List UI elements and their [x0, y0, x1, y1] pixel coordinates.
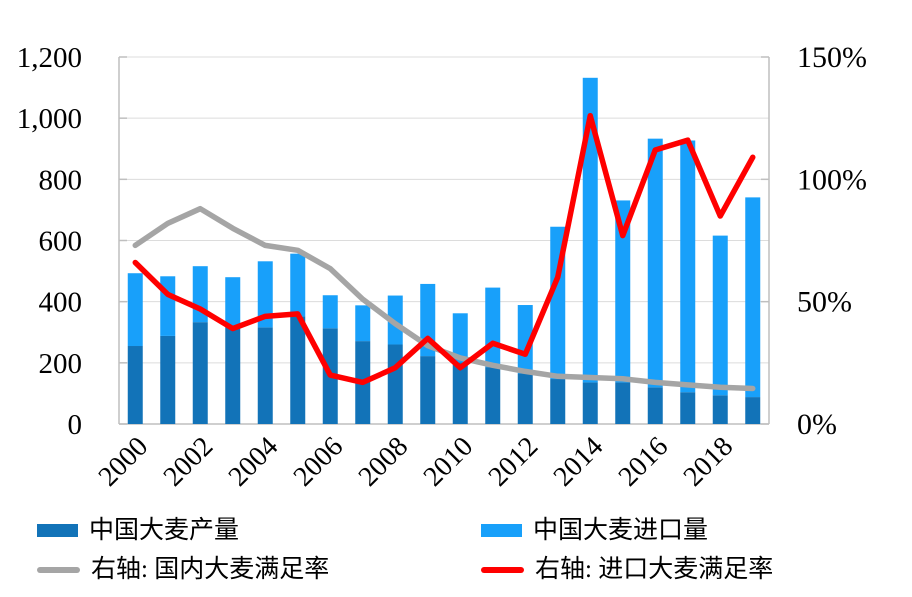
production-bar — [160, 335, 176, 424]
right-axis-tick-label: 0% — [797, 408, 837, 441]
x-axis-tick-label: 2006 — [288, 431, 350, 493]
legend-item-domestic-rate: 右轴: 国内大麦满足率 — [37, 557, 329, 582]
left-axis-tick-label: 800 — [39, 164, 83, 196]
imports-bar — [355, 305, 371, 342]
import-rate-swatch — [481, 566, 524, 573]
imports-bar — [615, 200, 631, 383]
imports-bar — [387, 295, 403, 345]
legend-item-production: 中国大麦产量 — [37, 518, 239, 543]
imports-bar — [257, 261, 273, 328]
x-axis-tick-label: 2016 — [613, 431, 675, 493]
production-bar — [582, 382, 598, 424]
imports-bar — [712, 235, 728, 396]
production-bar — [745, 397, 761, 424]
legend-item-imports: 中国大麦进口量 — [481, 518, 708, 543]
production-bar — [192, 322, 208, 424]
right-axis-tick-label: 100% — [797, 163, 867, 196]
import-rate-line — [132, 112, 756, 386]
production-bar — [615, 382, 631, 424]
imports-bar — [485, 287, 501, 368]
production-bar — [517, 373, 533, 424]
imports-bar — [517, 305, 533, 374]
imports-bar — [127, 273, 143, 347]
imports-bar — [160, 276, 176, 336]
imports-bar — [582, 77, 598, 383]
left-axis-tick-label: 200 — [39, 348, 83, 380]
legend-label-import-rate: 右轴: 进口大麦满足率 — [535, 556, 774, 583]
right-axis-tick-label: 150% — [797, 41, 867, 74]
imports-bar — [225, 277, 241, 327]
x-axis-tick-label: 2008 — [353, 431, 415, 493]
x-axis-tick-label: 2014 — [548, 431, 610, 493]
x-axis-tick-label: 2004 — [223, 431, 285, 493]
left-axis-tick-label: 0 — [68, 409, 83, 441]
left-axis-tick-label: 400 — [39, 287, 83, 319]
production-bar — [290, 316, 306, 424]
legend-label-production: 中国大麦产量 — [89, 517, 240, 544]
production-bar — [127, 346, 143, 424]
imports-bar — [647, 138, 663, 388]
left-axis-tick-label: 600 — [39, 226, 83, 258]
left-axis-tick-label: 1,200 — [17, 42, 82, 74]
imports-swatch — [481, 524, 522, 537]
production-bar — [452, 362, 468, 424]
x-axis-tick-label: 2002 — [158, 431, 220, 493]
production-bar — [550, 379, 566, 424]
imports-bar — [452, 313, 468, 363]
production-bar — [225, 326, 241, 424]
right-axis-tick-label: 50% — [797, 286, 852, 319]
imports-bar — [290, 253, 306, 317]
production-bar — [387, 344, 403, 424]
legend-label-imports: 中国大麦进口量 — [533, 517, 709, 544]
imports-bar — [680, 140, 696, 393]
left-axis-tick-label: 1,000 — [17, 103, 82, 135]
production-bar — [712, 395, 728, 424]
production-bar — [420, 356, 436, 424]
production-bar — [680, 392, 696, 424]
production-bar — [257, 327, 273, 424]
imports-bar — [745, 197, 761, 398]
imports-bar — [322, 295, 338, 329]
production-bar — [647, 387, 663, 424]
x-axis-tick-label: 2018 — [678, 431, 740, 493]
production-swatch — [37, 524, 78, 537]
legend-label-domestic-rate: 右轴: 国内大麦满足率 — [91, 556, 330, 583]
x-axis-tick-label: 2000 — [93, 431, 155, 493]
x-axis-tick-label: 2012 — [483, 431, 545, 493]
domestic-rate-swatch — [37, 566, 80, 573]
x-axis-tick-label: 2010 — [418, 431, 480, 493]
production-bar — [485, 367, 501, 424]
legend-item-import-rate: 右轴: 进口大麦满足率 — [481, 557, 773, 582]
